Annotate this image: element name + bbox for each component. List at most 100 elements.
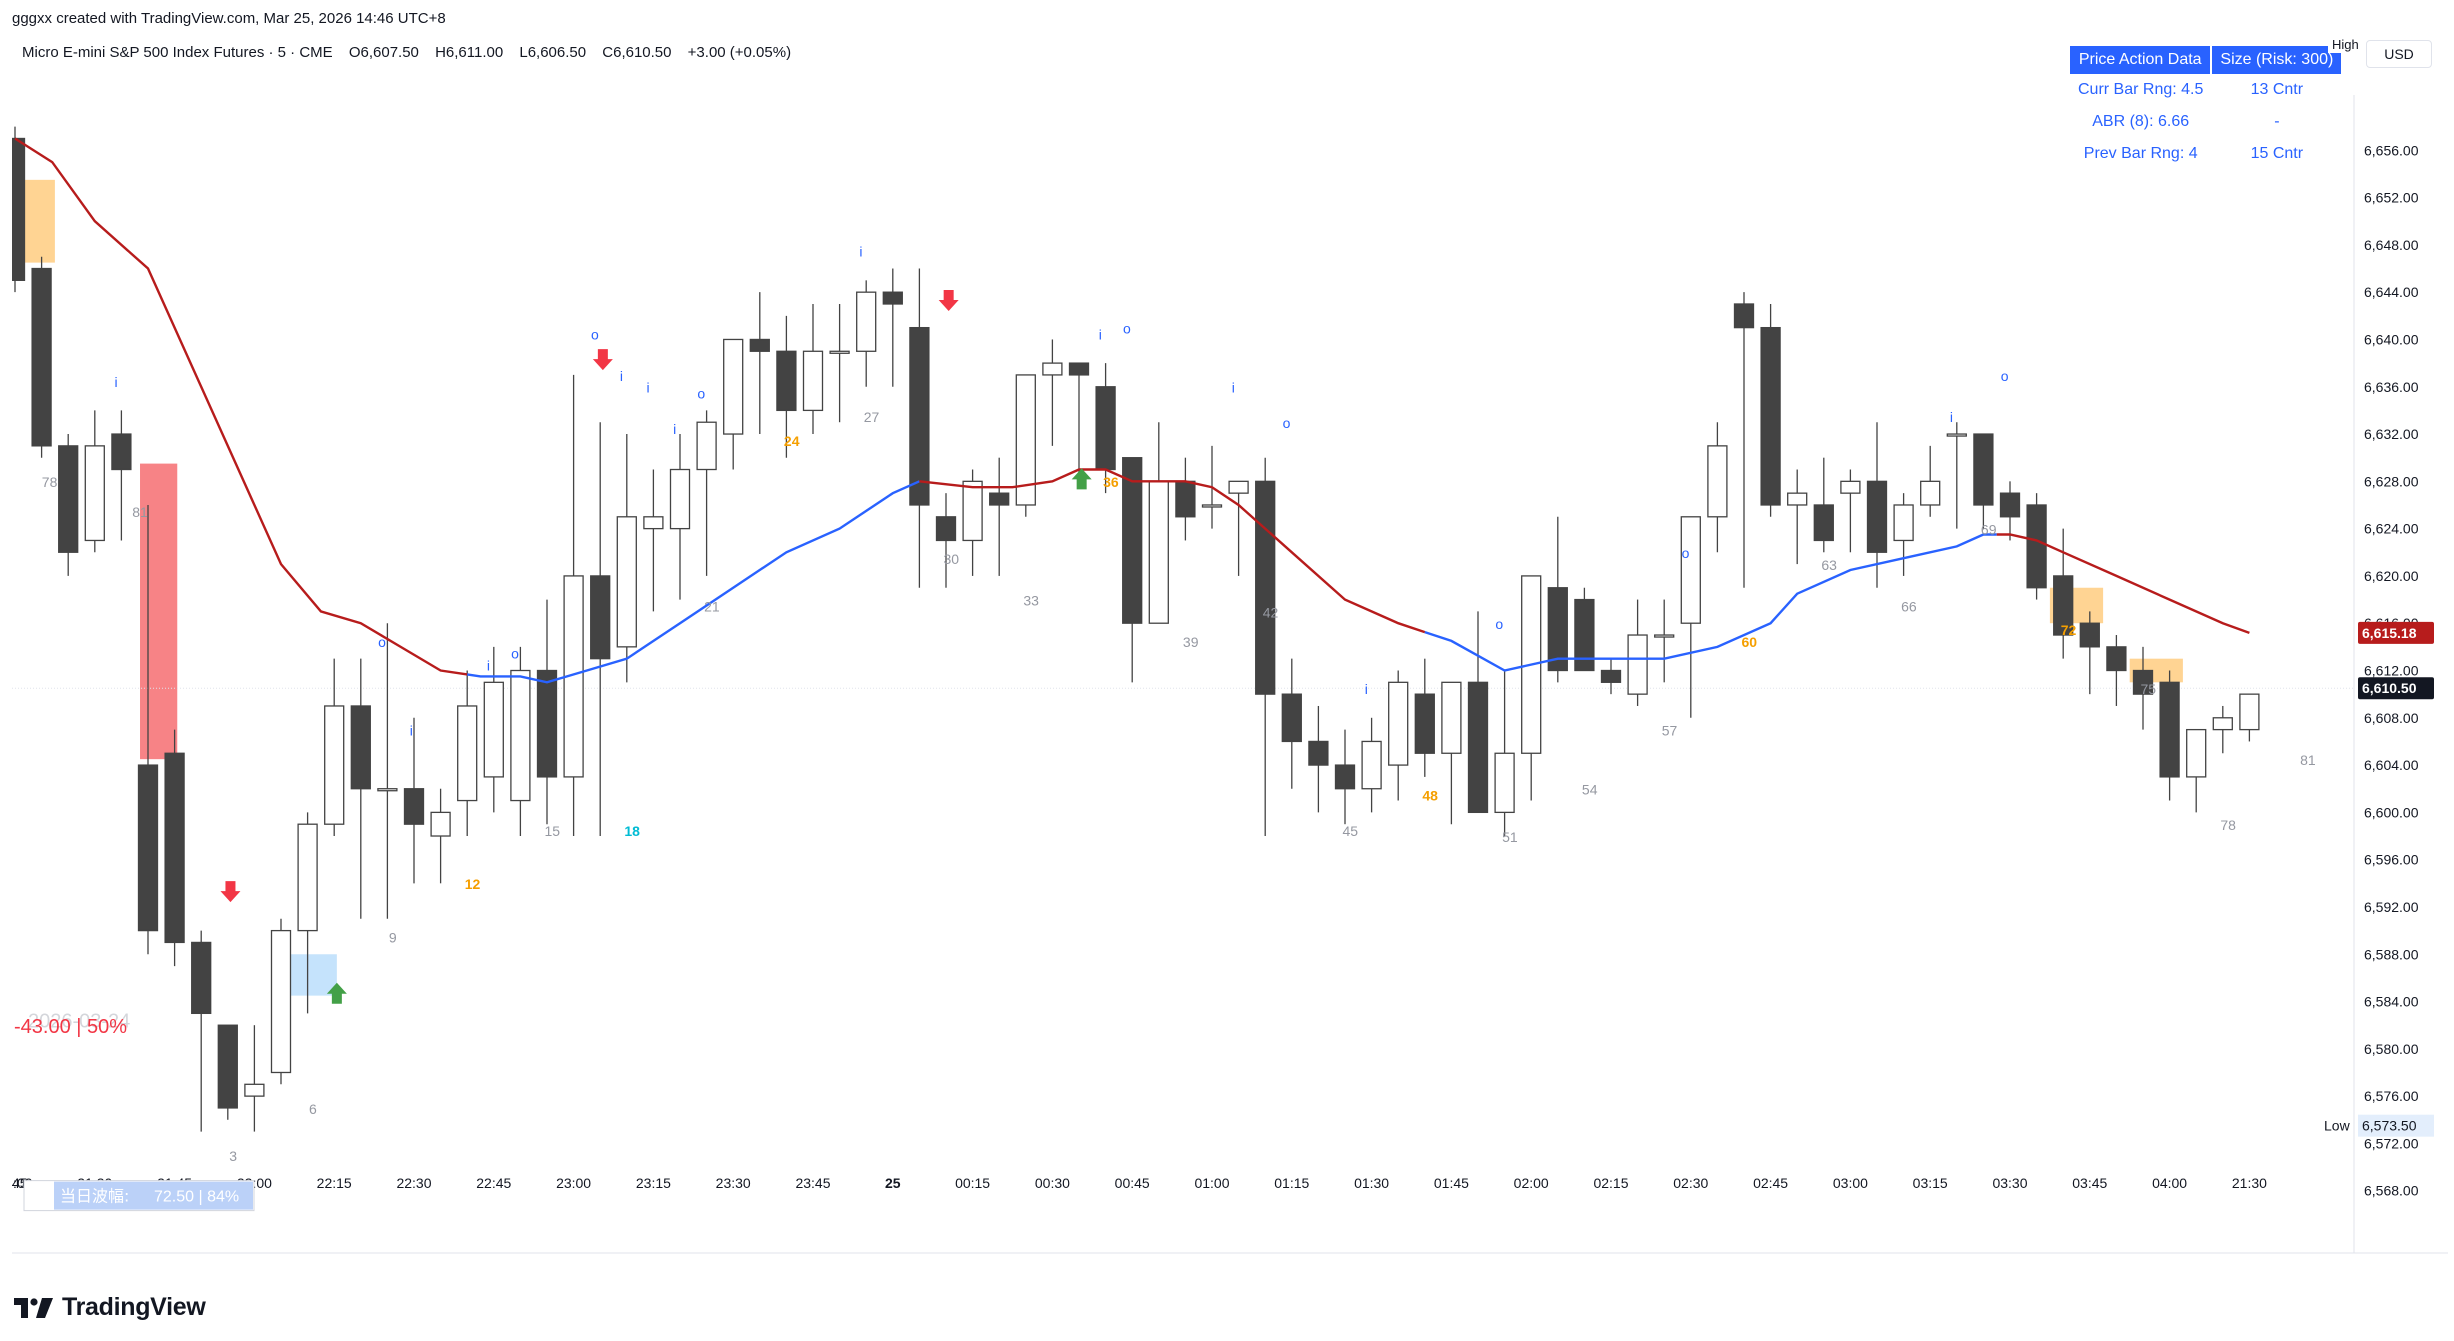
candle-body xyxy=(935,516,957,542)
candle-body xyxy=(1946,433,1967,437)
time-tick-label: 00:45 xyxy=(1115,1175,1150,1191)
ohlc-low: L6,606.50 xyxy=(519,44,587,61)
candle-body xyxy=(58,445,79,553)
bar-count-label: 33 xyxy=(1023,592,1039,608)
bar-count-label: 78 xyxy=(2220,817,2236,833)
candle-body xyxy=(1228,480,1249,494)
candle-body xyxy=(1999,492,2021,518)
inside-outside-marker: o xyxy=(591,326,599,342)
candle-body xyxy=(1707,445,1728,518)
candle-body xyxy=(776,350,797,412)
price-tick-label: 6,608.00 xyxy=(2364,710,2419,726)
time-tick-label: 04:00 xyxy=(2152,1175,2187,1191)
candle-body xyxy=(164,752,185,944)
buy-signal-arrow xyxy=(1071,468,1092,490)
bar-count-label: 54 xyxy=(1582,782,1598,798)
session-date-watermark: 2026-03-24 xyxy=(28,1010,130,1032)
candle-body xyxy=(1361,740,1382,790)
currency-button[interactable]: USD xyxy=(2366,40,2432,68)
candle-body xyxy=(1600,669,1622,683)
price-tick-label: 6,576.00 xyxy=(2364,1088,2419,1104)
time-tick-label: 23:30 xyxy=(716,1175,751,1191)
candle-body xyxy=(1281,693,1302,743)
candle-body xyxy=(2212,717,2233,731)
ema-price-tag-box xyxy=(2358,621,2434,644)
candle-body xyxy=(1813,504,1834,542)
price-tick-label: 6,628.00 xyxy=(2364,473,2419,489)
candle-body xyxy=(1760,326,1781,506)
candle-body xyxy=(1068,362,1090,376)
highlight-zone xyxy=(140,463,178,760)
inside-outside-marker: i xyxy=(1950,409,1953,425)
candle-body xyxy=(111,433,132,471)
candle-body xyxy=(1201,504,1223,508)
bar-count-label: 36 xyxy=(1103,474,1119,490)
price-tick-label: 6,620.00 xyxy=(2364,568,2419,584)
inside-outside-marker: o xyxy=(511,646,519,662)
low-price-tag-box xyxy=(2358,1114,2434,1137)
time-tick-label: 02:15 xyxy=(1593,1175,1628,1191)
candle-body xyxy=(1015,374,1036,506)
symbol-name[interactable]: Micro E-mini S&P 500 Index Futures · 5 ·… xyxy=(22,44,333,61)
time-tick-label: 23:00 xyxy=(556,1175,591,1191)
ohlc-close: C6,610.50 xyxy=(602,44,672,61)
bar-count-label: 30 xyxy=(944,551,960,567)
candle-body xyxy=(1148,480,1169,624)
price-tick-label: 6,588.00 xyxy=(2364,946,2419,962)
pa-cell: ABR (8): 6.66 xyxy=(2092,113,2190,130)
price-tick-label: 6,632.00 xyxy=(2364,426,2419,442)
range-box-fill xyxy=(54,1181,253,1210)
ohlc-high: H6,611.00 xyxy=(435,44,504,61)
inside-outside-marker: i xyxy=(410,723,413,739)
candle-body xyxy=(510,669,531,802)
candle-body xyxy=(1973,433,1994,506)
tradingview-logo-text: TradingView xyxy=(62,1293,206,1321)
bar-count-label: 27 xyxy=(864,409,880,425)
bar-count-label: 60 xyxy=(1742,634,1758,650)
table-row: Prev Bar Rng: 4 15 Cntr xyxy=(2070,138,2342,170)
candle-body xyxy=(191,941,212,1015)
table-row: ABR (8): 6.66 - xyxy=(2070,106,2342,138)
inside-outside-marker: i xyxy=(1099,326,1102,342)
time-tick-label: 00:15 xyxy=(955,1175,990,1191)
time-tick-label: 01:45 xyxy=(1434,1175,1469,1191)
symbol-legend[interactable]: Micro E-mini S&P 500 Index Futures · 5 ·… xyxy=(22,44,803,61)
candle-body xyxy=(1388,681,1409,766)
candle-body xyxy=(1095,386,1116,471)
candle-body xyxy=(669,468,691,530)
bar-count-label: 57 xyxy=(1662,723,1678,739)
bar-count-label: 75 xyxy=(2141,681,2157,697)
candle-body xyxy=(1574,598,1595,672)
pa-cell: 13 Cntr xyxy=(2250,81,2304,98)
bar-count-label: 81 xyxy=(132,504,148,520)
time-tick-label: 03:30 xyxy=(1992,1175,2027,1191)
candle-body xyxy=(1441,681,1462,754)
candle-body xyxy=(2132,669,2154,695)
bar-count-label: 39 xyxy=(1183,634,1199,650)
candle-body xyxy=(909,326,930,506)
candle-body xyxy=(403,788,425,825)
last-price-tag-box xyxy=(2358,677,2434,700)
inside-outside-marker: o xyxy=(1123,321,1131,337)
candle-body xyxy=(2026,504,2047,589)
inside-outside-marker: i xyxy=(115,374,118,390)
price-tick-label: 6,640.00 xyxy=(2364,331,2419,347)
price-tick-label: 6,636.00 xyxy=(2364,379,2419,395)
candle-body xyxy=(1334,764,1356,790)
bar-count-label: 21 xyxy=(704,598,720,614)
time-tick-label: 02:30 xyxy=(1673,1175,1708,1191)
candle-body xyxy=(1467,681,1489,814)
ema-line xyxy=(919,468,1426,634)
price-tick-label: 6,592.00 xyxy=(2364,899,2419,915)
pa-cell: Prev Bar Rng: 4 xyxy=(2083,145,2198,162)
candle-body xyxy=(696,421,717,471)
bar-count-label: 18 xyxy=(624,823,640,839)
low-price-tag: 6,573.50 xyxy=(2362,1118,2417,1134)
time-tick-label: 01:00 xyxy=(1194,1175,1229,1191)
ema-line xyxy=(14,137,468,676)
ohlc-change: +3.00 (+0.05%) xyxy=(687,44,792,61)
time-tick-label: 23:45 xyxy=(795,1175,830,1191)
candle-body xyxy=(430,811,451,837)
tradingview-logo[interactable]: TradingView xyxy=(14,1293,206,1322)
